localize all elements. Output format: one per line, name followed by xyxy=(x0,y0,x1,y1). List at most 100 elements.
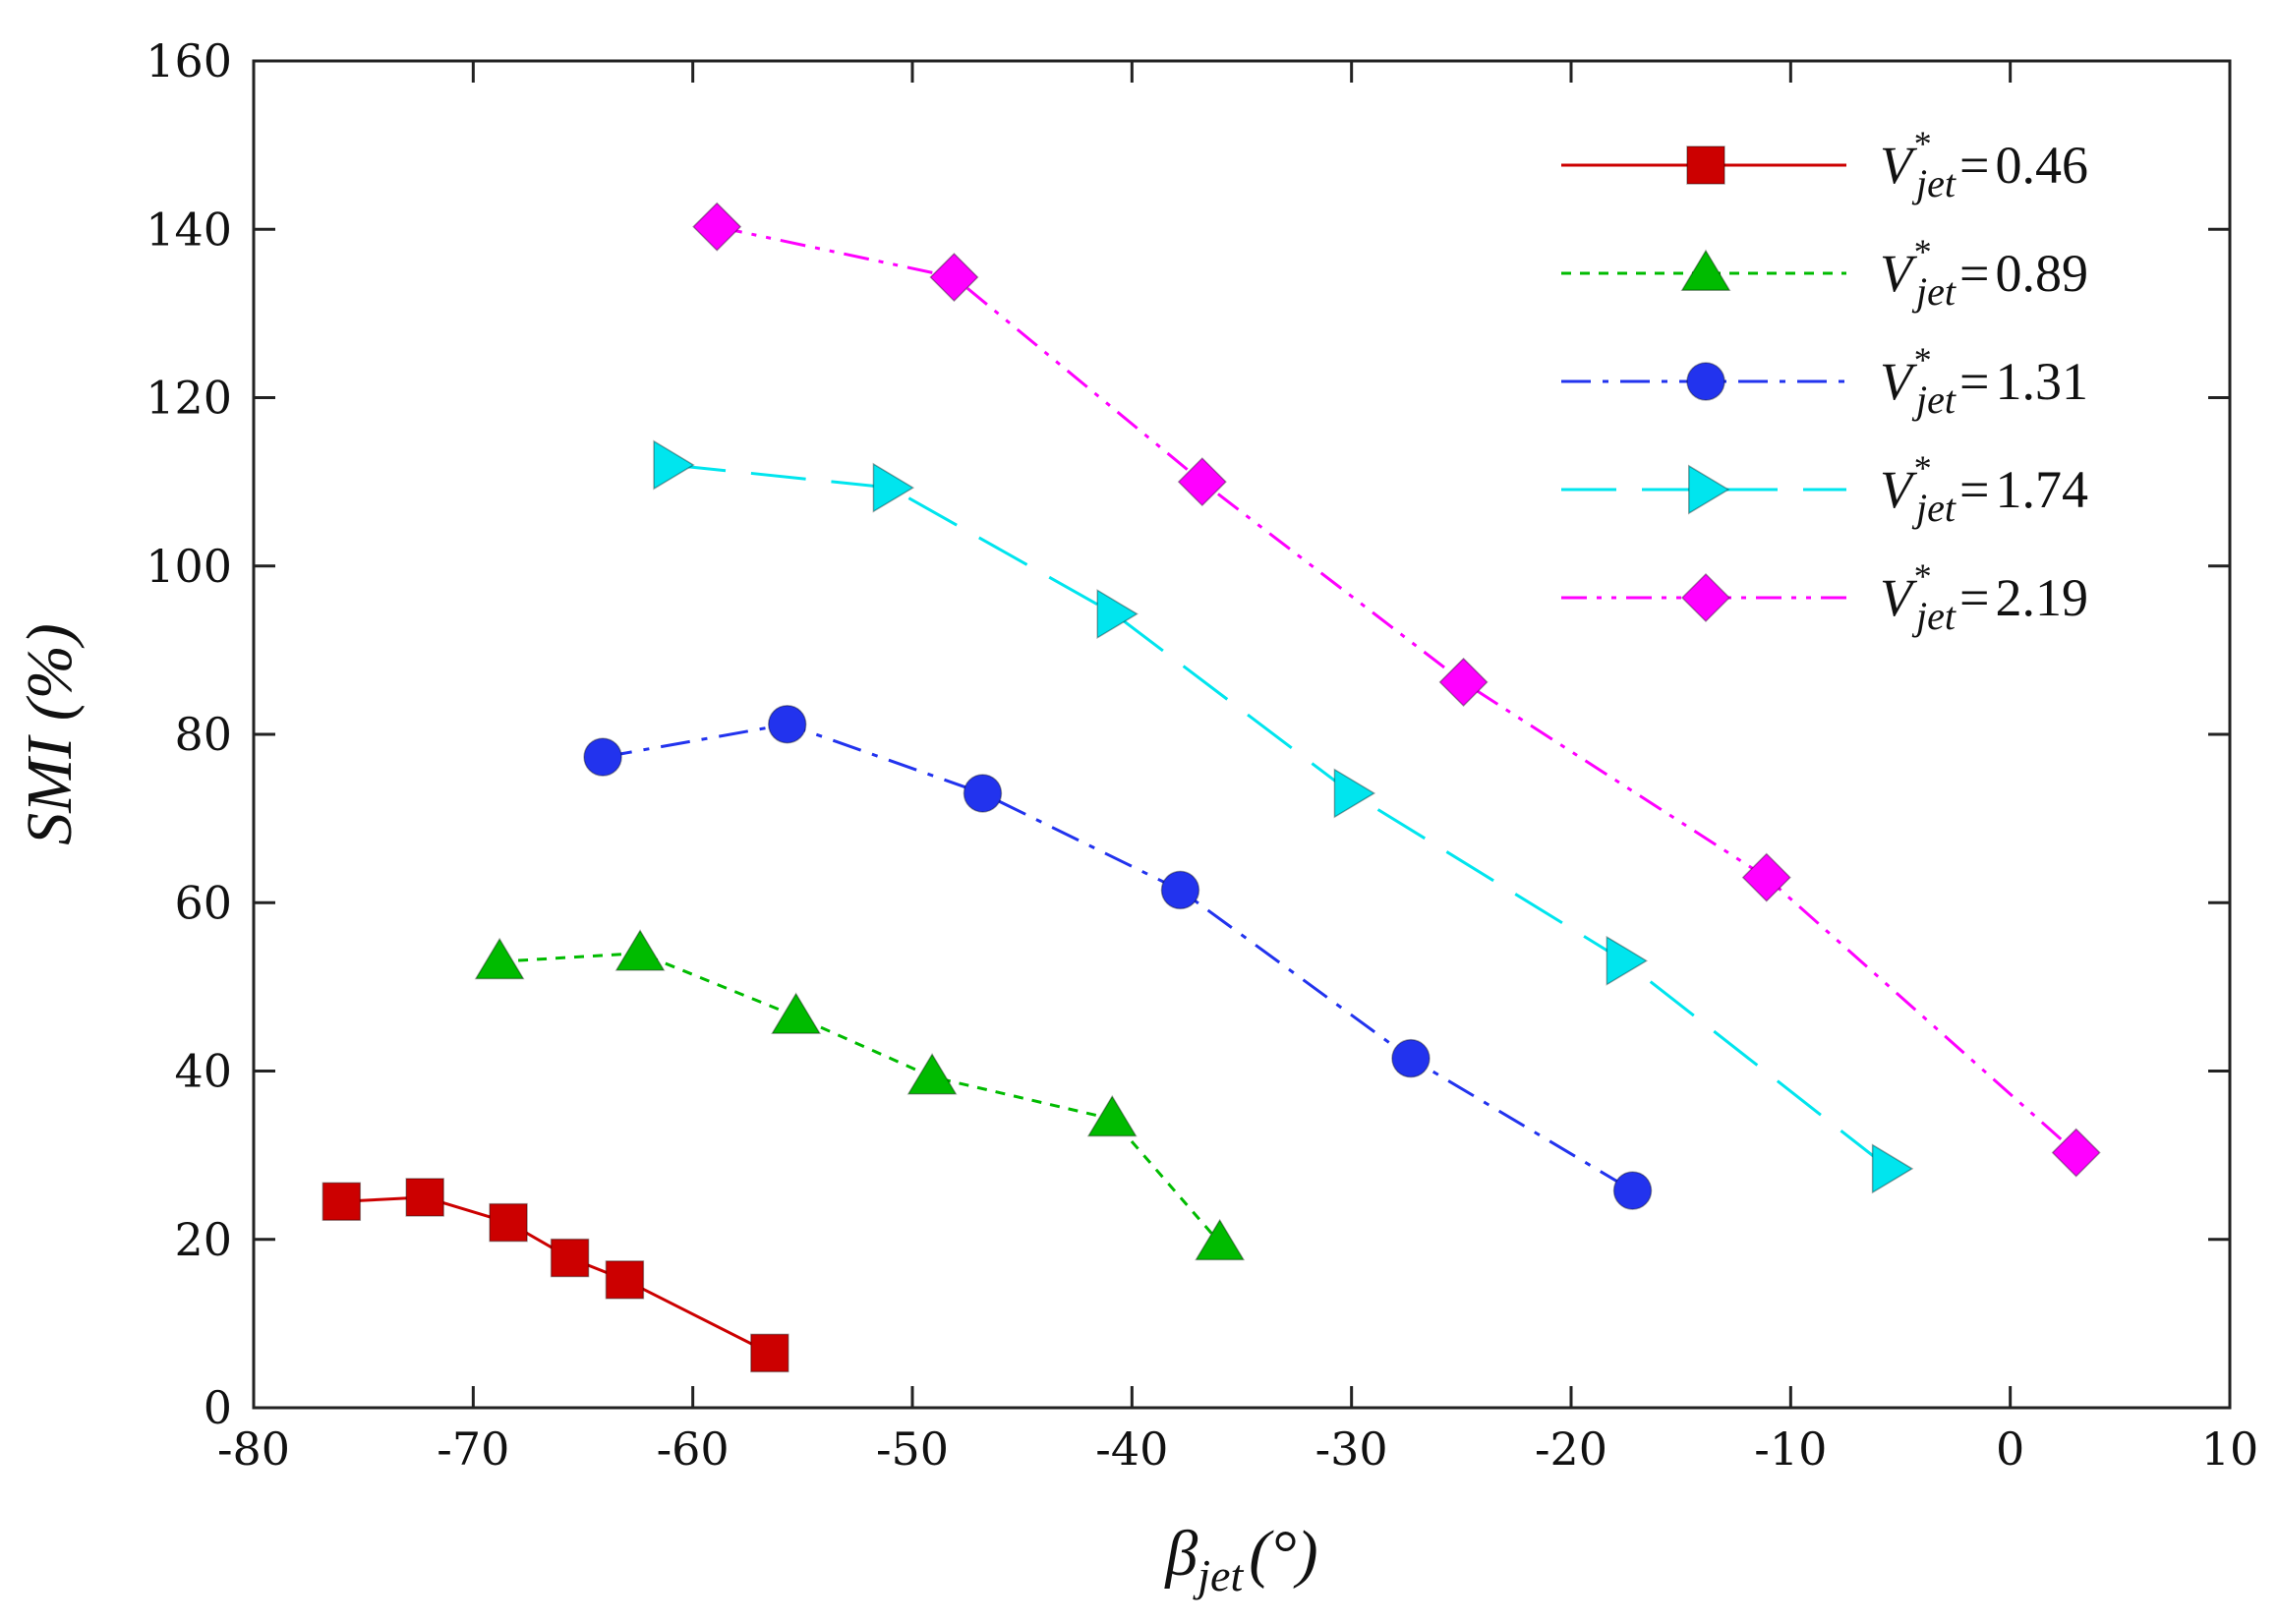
legend-entry: V* jet= 0.89 xyxy=(1561,232,2088,314)
legend-var-sup: * xyxy=(1912,124,1930,163)
data-point xyxy=(405,1178,444,1217)
legend-var-base: V xyxy=(1880,568,1918,627)
legend-value: 0.89 xyxy=(1995,244,2088,303)
x-tick-label: 10 xyxy=(2201,1422,2259,1476)
legend-eq: = xyxy=(1959,460,1989,519)
data-point xyxy=(489,1202,528,1243)
data-point xyxy=(653,439,695,491)
legend-label: V* jet= 1.74 xyxy=(1880,448,2088,530)
y-axis-label: SMI (%) xyxy=(14,623,86,844)
legend-eq: = xyxy=(1959,244,1989,303)
y-tick-label: 100 xyxy=(146,540,232,593)
legend-var-sub: jet xyxy=(1911,269,1957,314)
y-tick-label: 80 xyxy=(174,708,232,761)
y-tick-label: 120 xyxy=(146,372,232,425)
x-tick-label: -60 xyxy=(657,1422,730,1476)
y-tick-label: 160 xyxy=(146,34,232,87)
data-point xyxy=(321,1182,362,1221)
data-point xyxy=(1096,589,1139,640)
data-point xyxy=(1160,870,1200,910)
legend-entry: V* jet= 2.19 xyxy=(1561,556,2088,638)
legend-var-sub: jet xyxy=(1911,377,1957,422)
x-axis-label: βjet(°) xyxy=(1163,1518,1317,1600)
x-axis-label-sub: jet xyxy=(1193,1550,1244,1600)
data-point xyxy=(692,202,742,252)
legend: V* jet= 0.46V* jet= 0.89V* jet= 1.31V* jet= 1.74… xyxy=(1561,124,2088,638)
legend-var-sub: jet xyxy=(1911,594,1957,638)
data-point xyxy=(583,737,622,777)
legend-entry: V* jet= 0.46 xyxy=(1561,124,2088,205)
legend-var-base: V xyxy=(1880,352,1918,411)
data-point xyxy=(906,1053,958,1095)
data-point xyxy=(1438,657,1489,707)
legend-marker xyxy=(1680,572,1731,623)
data-point xyxy=(2051,1128,2101,1178)
legend-entry: V* jet= 1.31 xyxy=(1561,340,2088,422)
y-tick-label: 60 xyxy=(174,876,232,929)
legend-label: V* jet= 2.19 xyxy=(1880,556,2088,638)
legend-var-base: V xyxy=(1880,136,1918,195)
legend-marker xyxy=(1680,249,1731,291)
x-axis-label-unit: (°) xyxy=(1249,1518,1317,1590)
legend-value: 2.19 xyxy=(1995,568,2088,627)
data-point xyxy=(771,992,822,1034)
x-tick-label: -40 xyxy=(1095,1422,1168,1476)
data-point xyxy=(1333,768,1376,819)
data-point xyxy=(1177,457,1227,507)
legend-var-sup: * xyxy=(1912,448,1930,488)
legend-var-sub: jet xyxy=(1911,486,1957,530)
x-tick-label: -80 xyxy=(217,1422,290,1476)
data-point xyxy=(614,929,666,971)
data-point xyxy=(1195,1218,1246,1261)
series-line xyxy=(499,952,1221,1245)
legend-var-sup: * xyxy=(1912,232,1930,271)
legend-marker xyxy=(1688,464,1730,515)
legend-var-sub: jet xyxy=(1911,161,1957,205)
legend-value: 0.46 xyxy=(1995,136,2088,195)
y-tick-label: 140 xyxy=(146,203,232,256)
x-tick-label: -20 xyxy=(1535,1422,1607,1476)
legend-var-sup: * xyxy=(1912,340,1930,379)
series-layer xyxy=(321,202,2101,1373)
legend-var-base: V xyxy=(1880,244,1918,303)
x-tick-label: -70 xyxy=(437,1422,509,1476)
legend-value: 1.74 xyxy=(1995,460,2088,519)
data-point xyxy=(1871,1143,1914,1194)
data-point xyxy=(929,252,979,303)
y-tick-label: 0 xyxy=(204,1381,232,1434)
data-point xyxy=(1086,1094,1138,1137)
data-point xyxy=(1606,935,1649,986)
legend-marker xyxy=(1686,145,1725,185)
data-point xyxy=(963,774,1003,813)
x-tick-label: -10 xyxy=(1754,1422,1827,1476)
legend-eq: = xyxy=(1959,568,1989,627)
series-0 xyxy=(321,1178,789,1373)
legend-eq: = xyxy=(1959,136,1989,195)
legend-eq: = xyxy=(1959,352,1989,411)
series-3 xyxy=(653,439,1914,1194)
data-point xyxy=(767,704,807,744)
series-1 xyxy=(474,929,1246,1261)
y-tick-label: 20 xyxy=(174,1213,232,1266)
data-point xyxy=(750,1333,789,1373)
x-axis-label-base: β xyxy=(1163,1518,1197,1590)
legend-label: V* jet= 1.31 xyxy=(1880,340,2088,422)
x-tick-label: -50 xyxy=(876,1422,949,1476)
legend-var-base: V xyxy=(1880,460,1918,519)
data-point xyxy=(1391,1038,1431,1078)
legend-var-sup: * xyxy=(1912,556,1930,596)
x-tick-label: 0 xyxy=(1996,1422,2024,1476)
legend-value: 1.31 xyxy=(1995,352,2088,411)
data-point xyxy=(1612,1171,1653,1210)
x-tick-label: -30 xyxy=(1315,1422,1388,1476)
axis-ticks: -80 -70 -60 -50 -40 -30 -20 -10 0 100204060801001… xyxy=(146,34,2258,1476)
y-tick-label: 40 xyxy=(174,1045,232,1098)
series-4 xyxy=(692,202,2101,1178)
data-point xyxy=(1741,852,1791,902)
legend-label: V* jet= 0.46 xyxy=(1880,124,2088,205)
data-point xyxy=(474,937,525,980)
legend-label: V* jet= 0.89 xyxy=(1880,232,2088,314)
data-point xyxy=(550,1238,590,1278)
